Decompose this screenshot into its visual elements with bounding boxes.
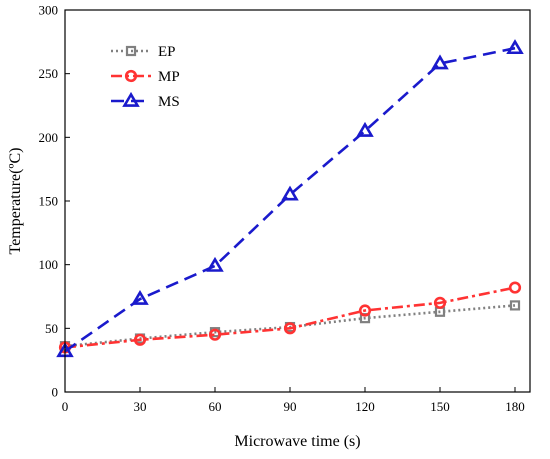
series-line-ms — [64, 46, 516, 353]
legend-item-ep: EP — [111, 44, 176, 60]
x-tick-label: 180 — [505, 399, 525, 414]
data-point-mp — [208, 328, 222, 341]
data-point-mp — [283, 322, 297, 335]
x-tick-label: 150 — [430, 399, 450, 414]
y-tick-label: 250 — [39, 66, 59, 81]
legend-label: MP — [158, 69, 180, 85]
legend-label: EP — [158, 44, 176, 60]
legend-label: MS — [158, 94, 180, 110]
y-axis-title: Temperature(ºC) — [7, 148, 24, 255]
data-point-mp — [433, 296, 447, 309]
series-ep — [59, 300, 521, 352]
data-point-ms — [431, 54, 449, 70]
y-axis-ticks: 0 50 100 150 200 250 300 — [39, 3, 70, 400]
data-point-ms — [356, 121, 374, 137]
plot-frame — [64, 9, 531, 393]
x-tick-label: 120 — [355, 399, 375, 414]
legend-item-ms: MS — [111, 91, 180, 110]
x-tick-label: 60 — [209, 399, 222, 414]
legend-item-mp: MP — [111, 69, 180, 85]
data-point-ms — [506, 39, 524, 55]
x-tick-label: 0 — [62, 399, 69, 414]
series-layer — [56, 39, 524, 358]
legend-marker — [122, 91, 140, 107]
x-axis-title: Microwave time (s) — [234, 433, 360, 450]
y-tick-label: 150 — [39, 194, 59, 209]
data-point-mp — [358, 304, 372, 317]
series-line-mp — [64, 286, 516, 349]
y-tick-label: 200 — [39, 130, 59, 145]
data-point-mp — [133, 333, 147, 346]
data-point-ms — [206, 256, 224, 272]
legend-marker — [125, 45, 137, 57]
x-tick-label: 90 — [284, 399, 297, 414]
data-point-ms — [281, 185, 299, 201]
data-point-ms — [131, 289, 149, 305]
y-tick-label: 300 — [39, 3, 59, 18]
legend-marker — [124, 69, 138, 83]
data-point-mp — [508, 281, 522, 294]
y-tick-label: 50 — [45, 321, 58, 336]
x-tick-label: 30 — [134, 399, 147, 414]
x-axis-ticks: 0 30 60 90 120 150 180 — [62, 387, 525, 414]
series-mp — [58, 281, 522, 354]
legend: EP MP MS — [111, 44, 180, 110]
y-tick-label: 100 — [39, 257, 59, 272]
series-ms — [56, 39, 524, 358]
y-tick-label: 0 — [52, 385, 59, 400]
data-point-ep — [509, 300, 521, 311]
